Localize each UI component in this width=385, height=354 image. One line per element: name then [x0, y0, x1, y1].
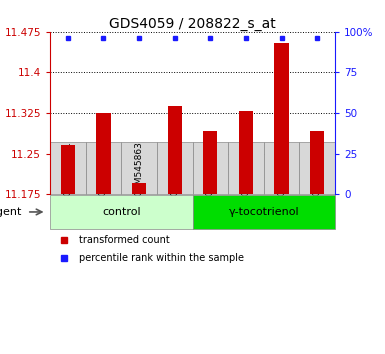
Text: control: control [102, 207, 141, 217]
Bar [121, 142, 157, 194]
Bar [239, 112, 253, 194]
Bar [228, 142, 264, 194]
Text: GSM545862: GSM545862 [99, 141, 108, 195]
Bar [157, 142, 192, 194]
Text: transformed count: transformed count [79, 235, 169, 245]
Text: agent: agent [0, 207, 22, 217]
Bar [275, 43, 289, 194]
Bar [192, 195, 335, 229]
Text: percentile rank within the sample: percentile rank within the sample [79, 253, 244, 263]
Bar [167, 106, 182, 194]
Bar [50, 195, 192, 229]
Bar [61, 145, 75, 194]
Text: GSM545864: GSM545864 [170, 141, 179, 195]
Bar [192, 142, 228, 194]
Bar [132, 183, 146, 194]
Text: GSM545867: GSM545867 [277, 141, 286, 196]
Text: GSM545866: GSM545866 [241, 141, 250, 196]
Bar [85, 142, 121, 194]
Text: GSM545863: GSM545863 [135, 141, 144, 196]
Text: GSM545861: GSM545861 [64, 141, 72, 196]
Bar [50, 142, 85, 194]
Bar [300, 142, 335, 194]
Text: GSM545865: GSM545865 [206, 141, 215, 196]
Title: GDS4059 / 208822_s_at: GDS4059 / 208822_s_at [109, 17, 276, 31]
Bar [310, 131, 324, 194]
Bar [96, 113, 110, 194]
Bar [264, 142, 300, 194]
Bar [203, 131, 218, 194]
Text: GSM545868: GSM545868 [313, 141, 321, 196]
Text: γ-tocotrienol: γ-tocotrienol [228, 207, 299, 217]
